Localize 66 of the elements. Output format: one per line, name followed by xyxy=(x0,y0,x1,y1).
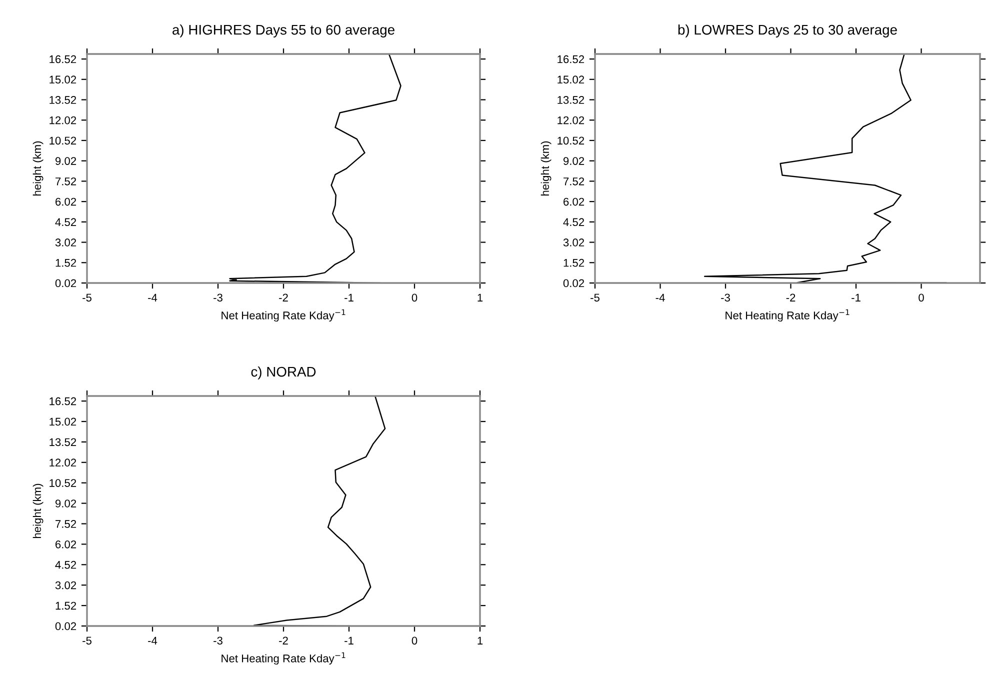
y-tick-label: 1.52 xyxy=(56,602,76,610)
y-tick-label: 7.52 xyxy=(56,177,76,186)
x-tick-label: -4 xyxy=(656,294,665,302)
y-tick-label: 1.52 xyxy=(56,258,76,267)
y-tick-label: 13.52 xyxy=(558,96,584,104)
y-tick-label: 13.52 xyxy=(50,96,76,104)
y-tick-label: 7.52 xyxy=(564,177,584,186)
x-axis-title: Net Heating Rate Kday$^{−1}$ xyxy=(222,652,346,665)
y-tick-label: 12.02 xyxy=(50,458,76,467)
y-tick-label: 3.02 xyxy=(55,581,76,590)
x-tick-label: 1 xyxy=(478,636,483,644)
x-tick-label: -1 xyxy=(344,294,354,302)
x-tick-label: 0 xyxy=(412,636,418,645)
x-tick-label: -2 xyxy=(279,294,288,302)
y-tick-label: 16.52 xyxy=(50,397,76,406)
y-tick-label: 10.52 xyxy=(558,136,584,145)
x-tick-label: -5 xyxy=(82,294,92,302)
x-tick-label: 0 xyxy=(412,294,418,302)
y-tick-label: 6.02 xyxy=(56,198,76,206)
y-tick-label: 9.02 xyxy=(55,500,76,508)
x-tick-label: -5 xyxy=(590,294,600,302)
x-tick-label: -3 xyxy=(214,294,222,302)
y-tick-label: 15.02 xyxy=(50,418,76,426)
x-tick-label: -2 xyxy=(279,636,288,644)
y-tick-label: 9.02 xyxy=(563,157,584,165)
chart-title: b) LOWRES Days 25 to 30 average xyxy=(678,24,897,38)
x-tick-label: -4 xyxy=(148,636,158,644)
x-tick-label: 0 xyxy=(918,294,924,302)
y-tick-label: 13.52 xyxy=(50,438,76,446)
x-tick-label: -5 xyxy=(82,636,92,645)
y-tick-label: 3.02 xyxy=(55,238,76,246)
y-tick-label: 15.02 xyxy=(50,76,76,84)
y-tick-label: 10.52 xyxy=(50,479,76,487)
x-tick-label: -3 xyxy=(721,294,730,302)
x-tick-label: -4 xyxy=(148,294,158,302)
x-tick-label: -2 xyxy=(786,294,796,302)
y-tick-label: 0.02 xyxy=(55,622,76,630)
x-tick-label: -1 xyxy=(344,636,354,644)
y-tick-label: 9.02 xyxy=(55,157,76,165)
x-tick-label: -3 xyxy=(214,636,222,645)
y-tick-label: 4.52 xyxy=(55,218,76,226)
y-axis-title: height (km) xyxy=(540,141,552,196)
line-series xyxy=(229,54,402,283)
y-tick-label: 1.52 xyxy=(564,258,584,267)
y-tick-label: 12.02 xyxy=(558,116,584,124)
y-tick-label: 16.52 xyxy=(558,55,584,64)
y-tick-label: 0.02 xyxy=(55,279,76,288)
y-tick-label: 6.02 xyxy=(56,540,76,548)
x-tick-label: -1 xyxy=(852,294,860,302)
y-tick-label: 6.02 xyxy=(564,198,584,206)
y-tick-label: 12.02 xyxy=(50,116,76,124)
y-axis-title: height (km) xyxy=(32,484,44,538)
y-tick-label: 0.02 xyxy=(563,279,584,288)
chart-title: c) NORAD xyxy=(251,366,316,380)
y-tick-label: 3.02 xyxy=(563,238,584,246)
chart-title: a) HIGHRES Days 55 to 60 average xyxy=(172,24,394,38)
x-axis-title: Net Heating Rate Kday$^{−1}$ xyxy=(726,309,850,322)
y-tick-label: 4.52 xyxy=(563,218,584,226)
y-tick-label: 4.52 xyxy=(55,560,76,569)
x-axis-title: Net Heating Rate Kday$^{−1}$ xyxy=(222,309,346,322)
y-tick-label: 16.52 xyxy=(50,55,76,64)
y-tick-label: 10.52 xyxy=(50,136,76,145)
y-tick-label: 15.02 xyxy=(558,76,584,84)
y-axis-title: height (km) xyxy=(32,141,44,196)
y-tick-label: 7.52 xyxy=(56,520,76,528)
x-tick-label: 1 xyxy=(478,294,483,302)
